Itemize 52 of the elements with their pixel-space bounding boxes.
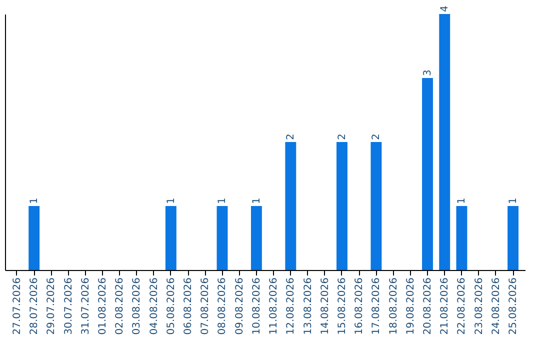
- x-tick-label: 24.08.2026: [490, 278, 502, 335]
- data-label: 2: [371, 134, 382, 140]
- x-tick-label: 01.08.2026: [98, 278, 108, 335]
- x-tick-label: 25.08.2026: [508, 278, 520, 335]
- data-label: 2: [336, 134, 348, 140]
- x-tick-label: 15.08.2026: [336, 278, 348, 335]
- x-tick-label: 13.08.2026: [302, 278, 314, 335]
- data-label: 1: [251, 198, 262, 204]
- data-label: 1: [508, 198, 520, 204]
- data-label: 3: [422, 70, 434, 76]
- data-label: 1: [166, 198, 177, 204]
- bar: [250, 206, 262, 270]
- bar: [508, 206, 518, 270]
- x-tick-label: 06.08.2026: [183, 278, 194, 335]
- bar: [28, 206, 40, 270]
- bar: [439, 14, 450, 270]
- data-label: 1: [217, 198, 228, 204]
- x-tick-label: 02.08.2026: [114, 278, 126, 335]
- x-tick-label: 12.08.2026: [286, 278, 297, 335]
- x-tick-label: 16.08.2026: [354, 278, 366, 335]
- x-tick-label: 07.08.2026: [200, 278, 212, 335]
- x-tick-label: 05.08.2026: [166, 278, 177, 335]
- bar: [216, 206, 228, 270]
- x-tick-label: 21.08.2026: [440, 278, 451, 335]
- x-tick-label: 28.07.2026: [29, 278, 40, 335]
- bar: [165, 206, 176, 270]
- bar: [285, 142, 296, 270]
- data-label: 4: [440, 6, 451, 12]
- bar: [422, 78, 433, 270]
- data-label: 1: [456, 198, 468, 204]
- bar: [370, 142, 382, 270]
- x-tick-label: 18.08.2026: [388, 278, 400, 335]
- x-tick-label: 22.08.2026: [456, 278, 468, 335]
- x-tick-label: 30.07.2026: [63, 278, 74, 335]
- bar: [456, 206, 468, 270]
- x-tick-label: 10.08.2026: [251, 278, 262, 335]
- data-label: 2: [286, 134, 297, 140]
- x-tick-label: 29.07.2026: [46, 278, 58, 335]
- x-tick-label: 03.08.2026: [132, 278, 143, 335]
- x-tick-label: 31.07.2026: [80, 278, 92, 335]
- x-tick-label: 23.08.2026: [474, 278, 485, 335]
- data-label: 1: [29, 198, 40, 204]
- x-tick-label: 14.08.2026: [320, 278, 331, 335]
- x-tick-label: 11.08.2026: [268, 278, 280, 335]
- bar: [336, 142, 348, 270]
- x-tick-label: 19.08.2026: [405, 278, 416, 335]
- x-tick-label: 17.08.2026: [371, 278, 382, 335]
- x-tick-label: 20.08.2026: [422, 278, 434, 335]
- x-tick-label: 09.08.2026: [234, 278, 246, 335]
- x-tick-label: 27.07.2026: [12, 278, 23, 335]
- x-tick-label: 08.08.2026: [217, 278, 228, 335]
- x-tick-label: 04.08.2026: [148, 278, 160, 335]
